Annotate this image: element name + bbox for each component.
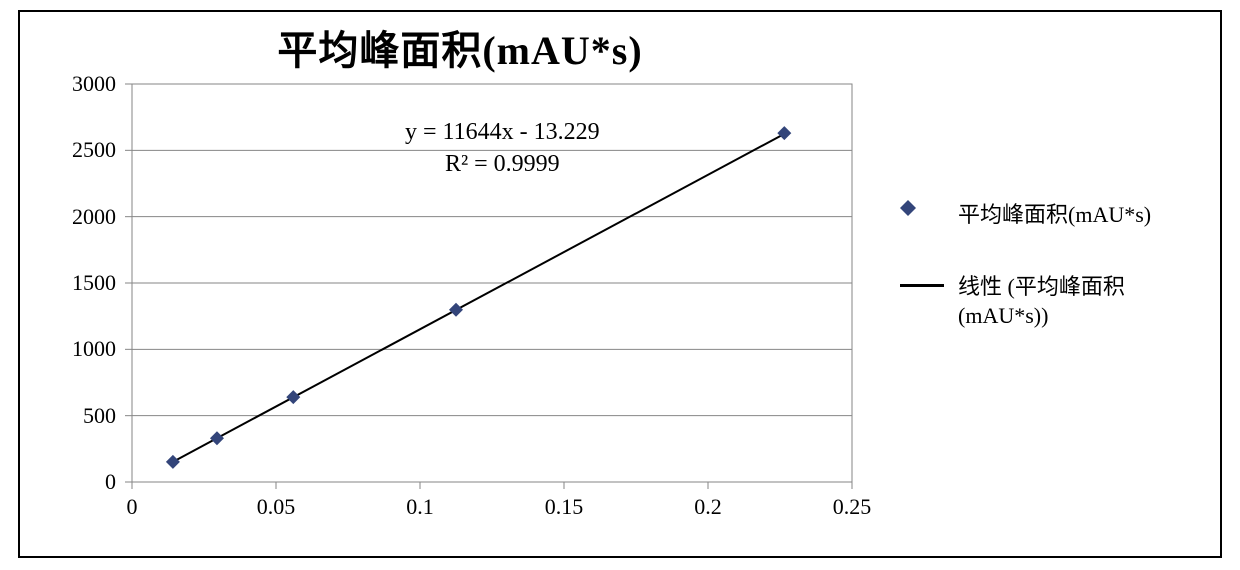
x-tick-label: 0.1 bbox=[406, 494, 434, 520]
x-tick-label: 0.15 bbox=[545, 494, 584, 520]
y-tick-label: 1000 bbox=[36, 336, 116, 362]
y-tick-label: 2500 bbox=[36, 137, 116, 163]
legend-label-scatter: 平均峰面积(mAU*s) bbox=[958, 200, 1151, 230]
y-tick-label: 0 bbox=[36, 469, 116, 495]
y-tick-label: 3000 bbox=[36, 71, 116, 97]
y-tick-label: 1500 bbox=[36, 270, 116, 296]
legend: 平均峰面积(mAU*s) 线性 (平均峰面积(mAU*s)) bbox=[900, 200, 1200, 373]
diamond-icon bbox=[900, 203, 944, 225]
x-tick-label: 0.25 bbox=[833, 494, 872, 520]
legend-label-line: 线性 (平均峰面积(mAU*s)) bbox=[958, 272, 1200, 331]
legend-item-scatter: 平均峰面积(mAU*s) bbox=[900, 200, 1200, 230]
trendline-annotation: y = 11644x - 13.229 R² = 0.9999 bbox=[405, 116, 600, 181]
x-tick-label: 0 bbox=[127, 494, 138, 520]
trendline-equation: y = 11644x - 13.229 bbox=[405, 116, 600, 148]
legend-item-line: 线性 (平均峰面积(mAU*s)) bbox=[900, 272, 1200, 331]
trendline-r2: R² = 0.9999 bbox=[405, 148, 600, 180]
chart-container: 平均峰面积(mAU*s) y = 11644x - 13.229 R² = 0.… bbox=[18, 10, 1222, 558]
y-tick-label: 500 bbox=[36, 403, 116, 429]
x-tick-label: 0.05 bbox=[257, 494, 296, 520]
x-tick-label: 0.2 bbox=[694, 494, 722, 520]
y-tick-label: 2000 bbox=[36, 204, 116, 230]
line-icon bbox=[900, 275, 944, 297]
